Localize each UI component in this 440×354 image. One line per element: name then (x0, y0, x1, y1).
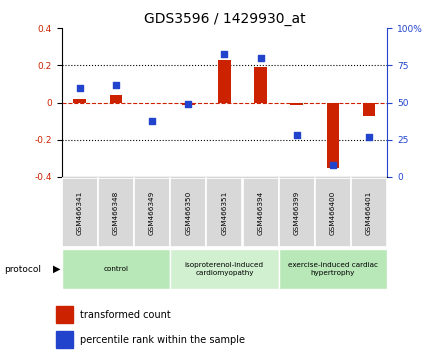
Bar (242, 178, 279, 247)
Bar (279, 178, 315, 247)
Bar (62, 178, 98, 247)
Text: transformed count: transformed count (80, 310, 170, 320)
Bar (290, 103, 303, 104)
Bar (134, 178, 170, 247)
Bar (363, 103, 375, 116)
Text: GSM466350: GSM466350 (185, 190, 191, 235)
Point (149, 118, 156, 123)
Bar (182, 103, 194, 104)
Bar (56, 331, 73, 348)
Text: GSM466394: GSM466394 (257, 190, 264, 235)
Bar (56, 306, 73, 323)
Bar (170, 249, 279, 290)
Text: GSM466401: GSM466401 (366, 190, 372, 235)
Bar (73, 99, 86, 103)
Bar (279, 249, 387, 290)
Text: protocol: protocol (4, 264, 41, 274)
Bar (170, 178, 206, 247)
Bar (326, 103, 339, 168)
Text: GSM466349: GSM466349 (149, 190, 155, 235)
Text: GSM466341: GSM466341 (77, 190, 83, 235)
Text: isoproterenol-induced
cardiomyopathy: isoproterenol-induced cardiomyopathy (185, 262, 264, 276)
Title: GDS3596 / 1429930_at: GDS3596 / 1429930_at (143, 12, 305, 26)
Point (76, 85, 83, 91)
Text: percentile rank within the sample: percentile rank within the sample (80, 335, 245, 344)
Point (366, 134, 373, 140)
Bar (351, 178, 387, 247)
Text: GSM466399: GSM466399 (294, 190, 300, 235)
Point (330, 162, 337, 168)
Bar (206, 178, 242, 247)
Bar (110, 95, 122, 103)
Text: ▶: ▶ (52, 264, 60, 274)
Text: GSM466400: GSM466400 (330, 190, 336, 235)
Bar (62, 249, 170, 290)
Text: GSM466348: GSM466348 (113, 190, 119, 235)
Bar (218, 60, 231, 103)
Bar (254, 67, 267, 103)
Text: exercise-induced cardiac
hypertrophy: exercise-induced cardiac hypertrophy (288, 262, 378, 276)
Bar (98, 178, 134, 247)
Point (221, 51, 228, 56)
Point (257, 55, 264, 61)
Point (112, 82, 119, 88)
Point (185, 101, 192, 107)
Text: control: control (103, 266, 128, 272)
Text: GSM466351: GSM466351 (221, 190, 227, 235)
Bar (315, 178, 351, 247)
Point (293, 132, 300, 138)
